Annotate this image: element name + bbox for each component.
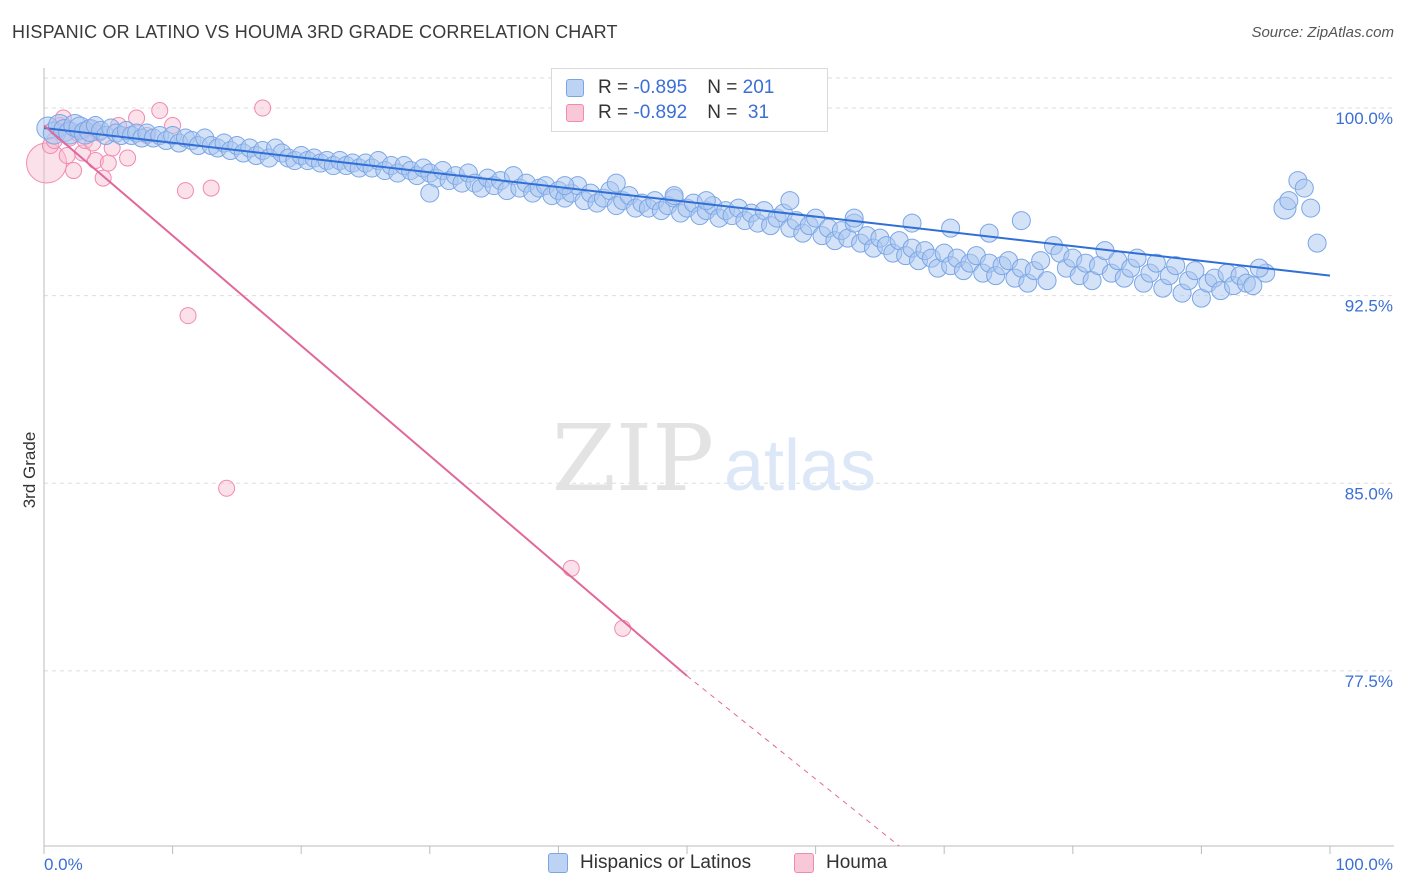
houma-point: [74, 144, 92, 162]
houma-point: [614, 619, 632, 637]
legend-n-label: N =: [707, 102, 743, 123]
hispanic-point: [555, 176, 575, 196]
legend-r-label: R =: [598, 102, 634, 123]
watermark-atlas: atlas: [724, 426, 876, 506]
legend-r-label: R =: [598, 77, 634, 98]
watermark: ZIP atlas: [552, 405, 876, 512]
houma-point: [151, 102, 169, 120]
hispanic-trend-line: [43, 127, 1331, 277]
y-tick-label: 85.0%: [1345, 484, 1393, 503]
hispanic-point: [1185, 261, 1205, 281]
legend-swatch-blue: [548, 853, 568, 873]
houma-point: [218, 479, 236, 497]
houma-point: [179, 307, 197, 325]
hispanic-point: [1011, 211, 1031, 231]
hispanic-point: [420, 183, 440, 203]
legend-n-value: 201: [742, 77, 775, 98]
legend-label-hispanic: Hispanics or Latinos: [580, 852, 752, 873]
houma-point: [562, 559, 580, 577]
hispanic-point: [1301, 198, 1321, 218]
hispanic-point: [1279, 191, 1299, 211]
legend-swatch-pink: [794, 853, 814, 873]
hispanic-point: [844, 208, 864, 228]
y-tick-label: 92.5%: [1345, 297, 1393, 316]
axes: [43, 68, 1394, 854]
legend-swatch-blue: [566, 79, 584, 97]
hispanic-point: [1294, 178, 1314, 198]
trend-lines: [43, 124, 1331, 847]
chart-title: HISPANIC OR LATINO VS HOUMA 3RD GRADE CO…: [12, 22, 618, 42]
hispanic-point: [780, 191, 800, 211]
houma-point: [99, 154, 117, 172]
source-credit: Source: ZipAtlas.com: [1251, 24, 1394, 41]
houma-trend-line: [43, 124, 688, 677]
tick-labels: 100.0% 92.5% 85.0% 77.5% 0.0% 100.0%: [44, 109, 1393, 874]
hispanic-point: [606, 173, 626, 193]
grid-lines: [44, 77, 1394, 672]
houma-point: [254, 99, 272, 117]
hispanic-points: [36, 114, 1327, 308]
legend-r-value: -0.892: [633, 102, 688, 123]
hispanic-point: [1307, 233, 1327, 253]
y-tick-label: 100.0%: [1335, 109, 1393, 128]
watermark-zip: ZIP: [552, 405, 714, 512]
legend-item-hispanic[interactable]: Hispanics or Latinos: [548, 852, 751, 874]
correlation-legend: R = -0.895 N = 201 R = -0.892 N = 31: [551, 68, 828, 132]
hispanic-point: [979, 223, 999, 243]
hispanic-point: [902, 213, 922, 233]
houma-point: [176, 182, 194, 200]
hispanic-point: [696, 191, 716, 211]
houma-point: [202, 179, 220, 197]
legend-n-value: 31: [742, 102, 770, 123]
houma-trend-extension: [686, 675, 900, 847]
houma-point: [94, 169, 112, 187]
hispanic-point: [941, 218, 961, 238]
y-tick-label: 77.5%: [1345, 672, 1393, 691]
hispanic-point: [1243, 276, 1263, 296]
hispanic-point: [1031, 251, 1051, 271]
legend-item-houma[interactable]: Houma: [794, 852, 887, 874]
legend-r-value: -0.895: [633, 77, 688, 98]
hispanic-point: [1037, 271, 1057, 291]
x-tick-label: 100.0%: [1335, 855, 1393, 874]
hispanic-point: [1146, 253, 1166, 273]
houma-point: [119, 149, 137, 167]
legend-row-hispanic: R = -0.895 N = 201: [566, 77, 774, 99]
legend-label-houma: Houma: [826, 852, 888, 873]
series-legend: Hispanics or Latinos Houma: [0, 852, 1406, 876]
houma-point: [65, 162, 83, 180]
x-tick-label: 0.0%: [44, 855, 83, 874]
legend-n-label: N =: [707, 77, 743, 98]
hispanic-point: [1166, 256, 1186, 276]
legend-row-houma: R = -0.892 N = 31: [566, 102, 769, 124]
legend-swatch-pink: [566, 104, 584, 122]
